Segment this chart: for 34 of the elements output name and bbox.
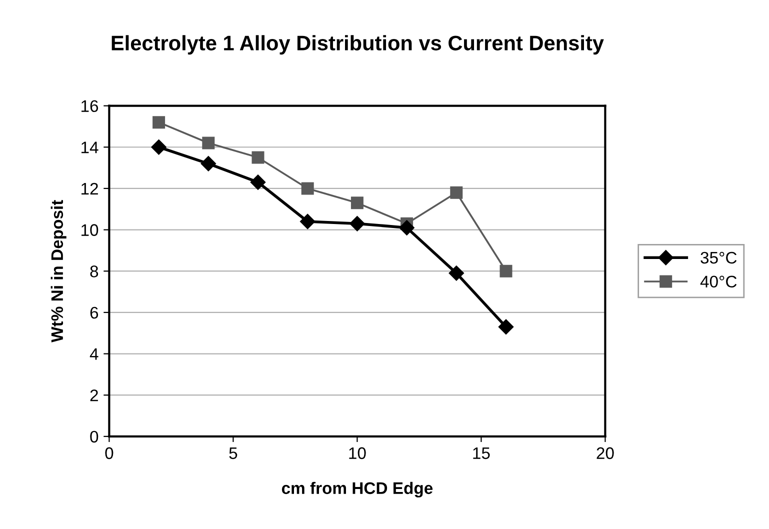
point: [498, 319, 514, 334]
point: [252, 151, 264, 164]
y-tick-label: 12: [82, 182, 98, 194]
x-axis-title: cm from HCD Edge: [282, 482, 433, 498]
y-tick-label: 14: [82, 142, 98, 154]
y-tick-label: 6: [90, 306, 98, 319]
point: [301, 182, 314, 195]
chart-title: Electrolyte 1 Alloy Distribution vs Current Density: [112, 35, 604, 55]
x-tick-label: 0: [105, 447, 114, 460]
y-axis-title: Wt% Ni in Deposit: [50, 200, 66, 342]
point: [300, 214, 316, 230]
x-tick-label: 20: [596, 447, 614, 460]
y-tick-label: 4: [90, 348, 98, 360]
point: [202, 136, 215, 150]
point: [250, 174, 266, 190]
y-tick-label: 16: [82, 100, 98, 112]
y-tick-label: 0: [90, 430, 98, 443]
point: [399, 220, 414, 236]
point: [350, 216, 365, 232]
x-tick-label: 15: [473, 447, 490, 460]
point: [152, 116, 166, 129]
point: [350, 196, 364, 210]
y-tick-label: 8: [90, 266, 98, 278]
y-tick-label: 2: [90, 390, 98, 402]
x-tick-label: 10: [349, 447, 366, 460]
x-tick-label: 5: [229, 447, 238, 460]
legend-label: 40°C: [700, 276, 737, 288]
point: [151, 140, 166, 155]
legend-label: 35°C: [700, 252, 737, 264]
point: [500, 264, 512, 278]
point: [448, 266, 464, 281]
point: [450, 186, 463, 199]
y-tick-label: 10: [82, 224, 98, 236]
point: [200, 156, 216, 172]
